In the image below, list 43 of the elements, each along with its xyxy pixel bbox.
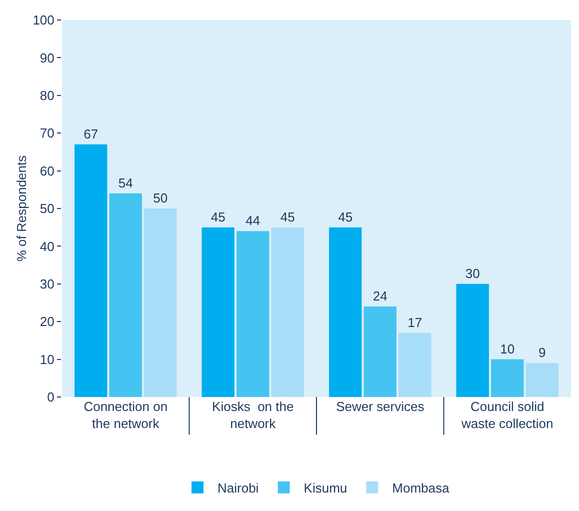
legend-label: Kisumu — [304, 480, 348, 496]
bar — [236, 231, 270, 397]
data-label: 44 — [246, 213, 260, 228]
data-label: 17 — [408, 314, 422, 330]
bar — [144, 208, 177, 397]
x-tick-label: Kiosks on the network — [212, 399, 294, 431]
data-label: 24 — [372, 288, 388, 304]
x-tick-label: Connection on the network — [84, 399, 168, 431]
y-tick-label: 40 — [40, 238, 54, 254]
data-label: 9 — [538, 345, 546, 360]
bar — [74, 144, 108, 397]
y-tick-label: 90 — [40, 50, 54, 66]
data-label: 50 — [153, 190, 168, 206]
bar — [456, 284, 489, 397]
data-label: 45 — [338, 209, 353, 224]
bar — [526, 363, 558, 397]
data-label: 30 — [465, 266, 480, 281]
bar — [364, 306, 396, 397]
y-tick-label: 10 — [40, 352, 54, 367]
data-label: 45 — [210, 209, 226, 224]
y-axis-title: % of Respondents — [14, 154, 29, 262]
legend-label: Mombasa — [392, 480, 450, 496]
bar — [109, 193, 142, 397]
bar — [398, 332, 432, 397]
y-tick-label: 20 — [40, 314, 54, 330]
x-tick-label: Sewer services — [336, 399, 425, 414]
data-label: 67 — [84, 126, 98, 142]
data-label: 10 — [500, 341, 515, 356]
y-tick-label: 80 — [40, 88, 54, 103]
y-tick-label: 100 — [32, 12, 54, 28]
data-label: 54 — [118, 175, 133, 190]
y-tick-label: 70 — [40, 126, 54, 141]
data-label: 45 — [280, 209, 295, 224]
y-tick-label: 30 — [40, 276, 54, 292]
bar — [271, 227, 304, 397]
y-tick-label: 50 — [40, 201, 54, 216]
bar — [202, 227, 234, 397]
y-tick-label: 60 — [40, 163, 54, 178]
legend-label: Nairobi — [218, 480, 259, 496]
x-tick-label: Council solid waste collection — [460, 399, 554, 431]
bar — [329, 227, 362, 397]
y-tick-label: 0 — [47, 390, 54, 405]
bar — [491, 359, 524, 397]
